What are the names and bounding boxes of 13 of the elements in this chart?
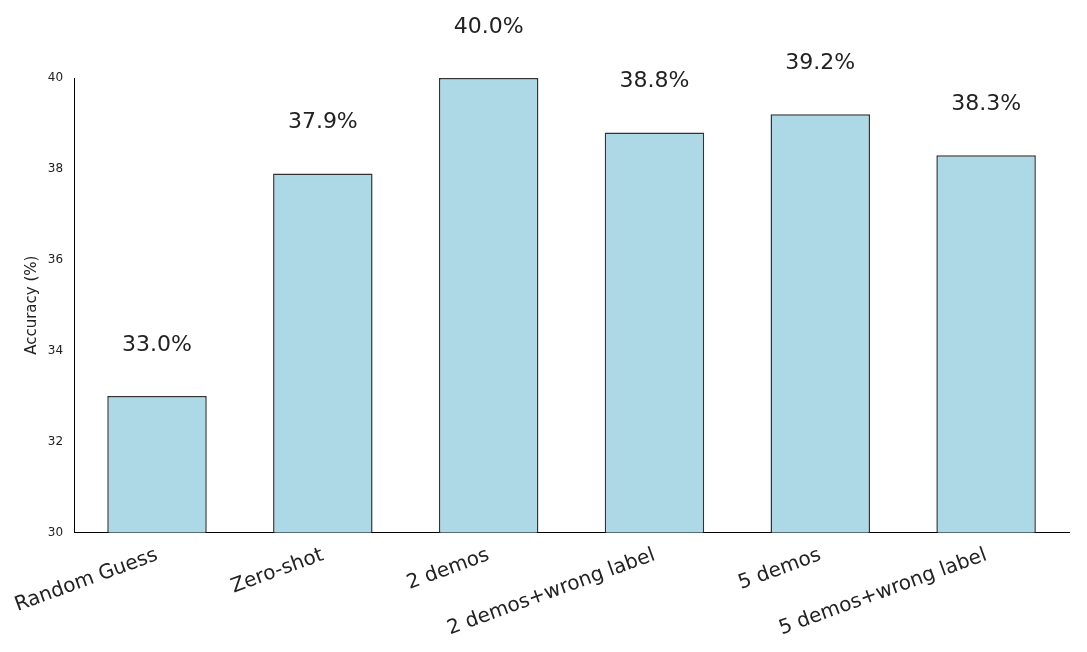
y-tick-label: 34 [47, 342, 64, 357]
y-tick-label: 32 [47, 433, 64, 448]
data-label: 33.0% [122, 330, 192, 356]
y-tick-label: 40 [47, 70, 64, 85]
y-axis-title: Accuracy (%) [21, 255, 40, 355]
y-tick-label: 36 [47, 251, 64, 266]
data-label: 38.8% [619, 67, 690, 93]
data-label: 37.9% [287, 108, 358, 134]
data-label: 38.3% [951, 89, 1022, 115]
data-label: 40.0% [453, 12, 524, 38]
y-tick-label: 38 [47, 161, 64, 175]
y-tick-label: 30 [47, 524, 64, 539]
data-label: 39.2% [785, 49, 856, 75]
